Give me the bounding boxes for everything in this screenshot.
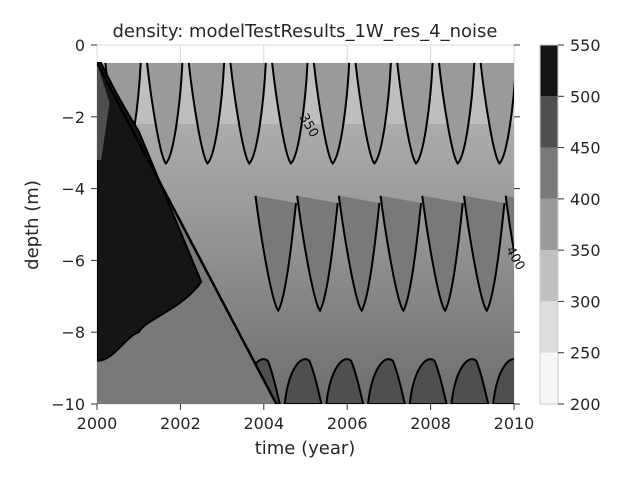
- wedge-top-band: [97, 62, 110, 160]
- y-axis: 0 −2 −4 −6 −8 −10: [51, 36, 520, 414]
- contour-400-lobe: [504, 195, 514, 257]
- colorbar-tick-label: 550: [570, 36, 601, 55]
- x-tick-label: 2010: [494, 414, 535, 433]
- x-tick-label: 2004: [243, 414, 284, 433]
- contour-400-lobe: [462, 195, 506, 313]
- contour-400-lobe: [296, 195, 339, 313]
- colorbar-band: [540, 147, 558, 199]
- contour-400-lobe: [337, 195, 381, 313]
- contour-400-lobe: [379, 195, 423, 313]
- contour-350-lobe: [312, 62, 351, 165]
- dense-wedge: [97, 61, 203, 362]
- contour-350-lobe: [354, 62, 392, 165]
- colorbar: 200 250 300 350 400 450 500 550: [539, 36, 601, 414]
- y-tick-label: −10: [51, 395, 85, 414]
- y-tick-label: −2: [61, 108, 85, 127]
- x-tick-label: 2002: [160, 414, 201, 433]
- colorbar-tick-label: 300: [570, 292, 601, 311]
- contour-350-lobe: [437, 62, 476, 165]
- contour-400-lobe: [421, 195, 464, 313]
- contour-450-lobe: [492, 358, 514, 404]
- contour-450-lobe: [325, 358, 365, 404]
- contour-350-lobe: [479, 62, 514, 165]
- density-field: [97, 61, 514, 404]
- x-axis-label: time (year): [255, 438, 356, 459]
- contour-350-lobe: [146, 62, 184, 165]
- x-axis: 2000 2002 2004 2006 2008 2010: [77, 404, 535, 433]
- chart-title: density: modelTestResults_1W_res_4_noise: [113, 21, 498, 42]
- colorbar-tick-label: 350: [570, 241, 601, 260]
- colorbar-tick-label: 200: [570, 395, 601, 414]
- contour-350-lobe: [271, 62, 309, 165]
- contour-450-lobe: [408, 358, 448, 404]
- x-tick-label: 2000: [77, 414, 118, 433]
- colorbar-tick-label: 500: [570, 87, 601, 106]
- contour-400-lobe: [254, 195, 297, 313]
- colorbar-tick-label: 450: [570, 139, 601, 158]
- y-axis-label: depth (m): [22, 180, 43, 270]
- front-contour: [97, 62, 278, 404]
- y-tick-label: −6: [61, 251, 85, 270]
- x-tick-label: 2008: [410, 414, 451, 433]
- contour-450-lobe: [450, 358, 490, 404]
- contour-350-lobe: [396, 62, 434, 165]
- colorbar-band: [540, 96, 558, 148]
- colorbar-band: [540, 301, 558, 353]
- colorbar-band: [540, 250, 558, 302]
- contour-450-lobe: [283, 358, 323, 404]
- x-tick-label: 2006: [327, 414, 368, 433]
- y-tick-label: −4: [61, 180, 85, 199]
- colorbar-band: [540, 198, 558, 251]
- y-tick-label: −8: [61, 323, 85, 342]
- contour-450-lobe: [367, 358, 406, 404]
- colorbar-band: [540, 45, 558, 97]
- colorbar-tick-label: 400: [570, 190, 601, 209]
- contour-350-lobe: [229, 62, 267, 165]
- colorbar-tick-label: 250: [570, 344, 601, 363]
- y-tick-label: 0: [75, 36, 85, 55]
- colorbar-band: [540, 352, 558, 404]
- contour-350-lobe: [187, 62, 226, 165]
- colorbar-frame: [539, 44, 559, 405]
